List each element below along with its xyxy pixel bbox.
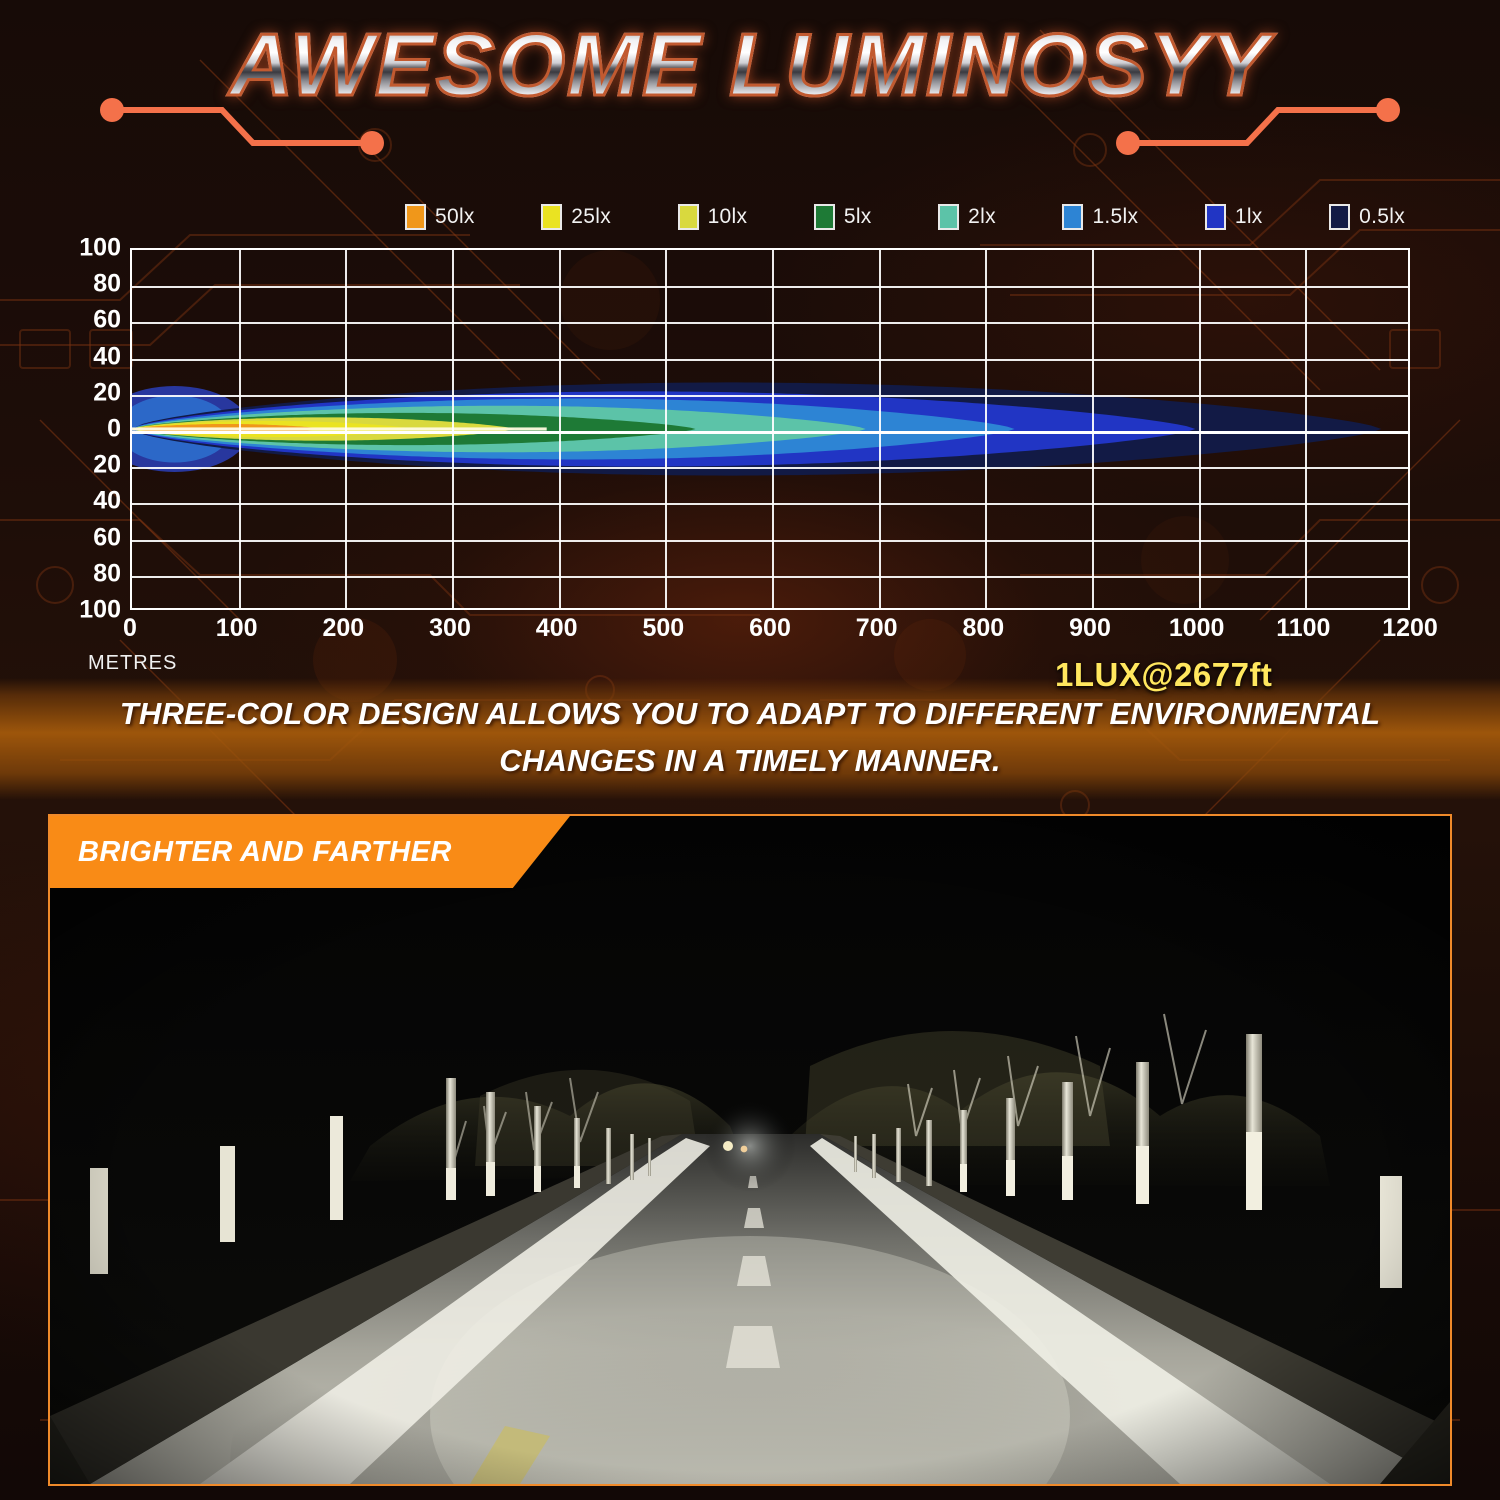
x-axis-tick-label: 0 xyxy=(123,614,137,642)
gridline-horizontal xyxy=(132,322,1408,325)
x-axis-label: METRES xyxy=(88,652,178,674)
y-axis-tick-label: 0 xyxy=(107,414,121,443)
x-axis-tick-label: 500 xyxy=(642,614,685,642)
gridline-horizontal xyxy=(132,394,1408,397)
y-axis-tick-label: 100 xyxy=(79,233,121,262)
legend-item-25lx: 25lx xyxy=(541,204,611,230)
header-dot-left-outer xyxy=(100,98,124,122)
x-axis-tick-label: 900 xyxy=(1069,614,1111,642)
y-axis-tick-label: 80 xyxy=(93,559,121,588)
x-axis: 0 100 200 300 400 500 600 700 800 900 1000 1100 1200 xyxy=(123,614,1438,652)
legend-swatch-icon xyxy=(1062,204,1084,230)
y-axis-tick-label: 60 xyxy=(93,305,121,334)
legend-swatch-icon xyxy=(1329,204,1351,230)
x-axis-tick-label: 600 xyxy=(749,614,791,642)
gridline-horizontal xyxy=(132,539,1408,542)
legend-item-2lx: 2lx xyxy=(938,204,996,230)
gridline-horizontal xyxy=(132,575,1408,578)
legend-swatch-icon xyxy=(813,204,835,230)
plot-area xyxy=(130,248,1410,610)
beam-pattern-area xyxy=(132,382,1382,476)
gridline-vertical xyxy=(772,250,774,608)
legend-label: 10lx xyxy=(707,205,748,228)
x-axis-tick-label: 700 xyxy=(855,614,898,642)
x-axis-tick-label: 200 xyxy=(322,614,365,642)
axis-zero-line xyxy=(132,431,1408,434)
page-title: AWESOME LUMINOSYY xyxy=(0,14,1500,116)
gridline-vertical xyxy=(985,250,988,608)
legend-item-1-5lx: 1.5lx xyxy=(1062,204,1138,230)
gridline-vertical xyxy=(665,250,668,608)
beam-pattern-chart: 100 80 60 40 20 0 20 40 60 80 100 1LUX@2677ft 0 100… xyxy=(0,234,1500,694)
y-axis-tick-label: 40 xyxy=(93,486,121,515)
legend-swatch-icon xyxy=(1204,204,1226,230)
header-decoration xyxy=(100,98,1400,155)
gridline-horizontal xyxy=(132,286,1408,289)
legend-swatch-icon xyxy=(677,204,699,230)
x-axis-tick-label: 100 xyxy=(215,614,258,642)
legend-item-5lx: 5lx xyxy=(813,204,872,230)
header-dot-right-outer xyxy=(1376,98,1400,122)
legend-label: 25lx xyxy=(571,205,612,228)
lux-distance-annotation: 1LUX@2677ft xyxy=(1055,656,1273,693)
header-connector-right xyxy=(1116,98,1400,155)
y-axis-tick-label: 100 xyxy=(79,595,121,624)
y-axis-tick-label: 80 xyxy=(93,269,121,298)
header-dot-left-inner xyxy=(360,131,384,155)
legend-label: 1.5lx xyxy=(1092,205,1139,228)
legend-label: 0.5lx xyxy=(1359,205,1405,228)
x-axis-tick-label: 300 xyxy=(429,614,471,642)
gridline-vertical xyxy=(345,250,348,608)
legend-item-0-5lx: 0.5lx xyxy=(1329,204,1405,230)
gridline-horizontal xyxy=(132,358,1408,361)
legend-item-50lx: 50lx xyxy=(405,204,475,230)
chart-legend: 50lx 25lx 10lx 5lx 2lx 1.5lx 1lx 0.5lx xyxy=(405,200,1405,234)
tagline-band xyxy=(0,678,1500,800)
header-dot-right-inner xyxy=(1116,131,1140,155)
legend-swatch-icon xyxy=(405,204,426,230)
gridline-vertical xyxy=(1198,250,1201,608)
gridline-vertical xyxy=(878,250,881,608)
y-axis-tick-label: 20 xyxy=(93,378,121,407)
beam-hot-center-line xyxy=(132,427,547,431)
gridline-horizontal xyxy=(132,503,1408,506)
night-road-photo xyxy=(50,816,1450,1484)
x-axis-tick-label: 400 xyxy=(535,614,578,642)
legend-item-10lx: 10lx xyxy=(677,204,748,230)
ribbon-shape xyxy=(50,816,570,888)
x-axis-tick-label: 1000 xyxy=(1168,614,1225,642)
gridline-vertical xyxy=(452,250,454,608)
y-axis-tick-label: 40 xyxy=(93,342,121,371)
y-axis-tick-label: 60 xyxy=(93,523,121,552)
gridline-horizontal xyxy=(132,467,1408,470)
header: AWESOME LUMINOSYY xyxy=(0,0,1500,180)
photo-ribbon: BRIGHTER AND FARTHER xyxy=(50,816,570,888)
legend-item-1lx: 1lx xyxy=(1204,204,1263,230)
legend-label: 1lx xyxy=(1234,205,1263,228)
gridline-vertical xyxy=(1305,250,1308,608)
tagline-line-2: CHANGES IN A TIMELY MANNER. xyxy=(499,743,1001,778)
tagline-line-1: THREE-COLOR DESIGN ALLOWS YOU TO ADAPT T… xyxy=(119,696,1381,731)
legend-swatch-icon xyxy=(541,204,563,230)
legend-swatch-icon xyxy=(938,204,960,230)
legend-label: 5lx xyxy=(843,205,872,228)
gridline-vertical xyxy=(558,250,561,608)
gridline-vertical xyxy=(1092,250,1094,608)
y-axis-tick-label: 20 xyxy=(93,450,121,479)
x-axis-tick-label: 1200 xyxy=(1382,614,1438,642)
header-connector-left xyxy=(100,98,384,155)
legend-label: 2lx xyxy=(968,205,996,228)
y-axis: 100 80 60 40 20 0 20 40 60 80 100 xyxy=(55,234,121,624)
legend-label: 50lx xyxy=(435,205,475,228)
x-axis-tick-label: 800 xyxy=(962,614,1005,642)
ribbon-label: BRIGHTER AND FARTHER xyxy=(78,835,452,868)
gridline-vertical xyxy=(238,250,241,608)
x-axis-tick-label: 1100 xyxy=(1276,614,1331,642)
night-road-photo-panel: BRIGHTER AND FARTHER xyxy=(48,814,1452,1486)
tagline: THREE-COLOR DESIGN ALLOWS YOU TO ADAPT T… xyxy=(0,690,1500,784)
